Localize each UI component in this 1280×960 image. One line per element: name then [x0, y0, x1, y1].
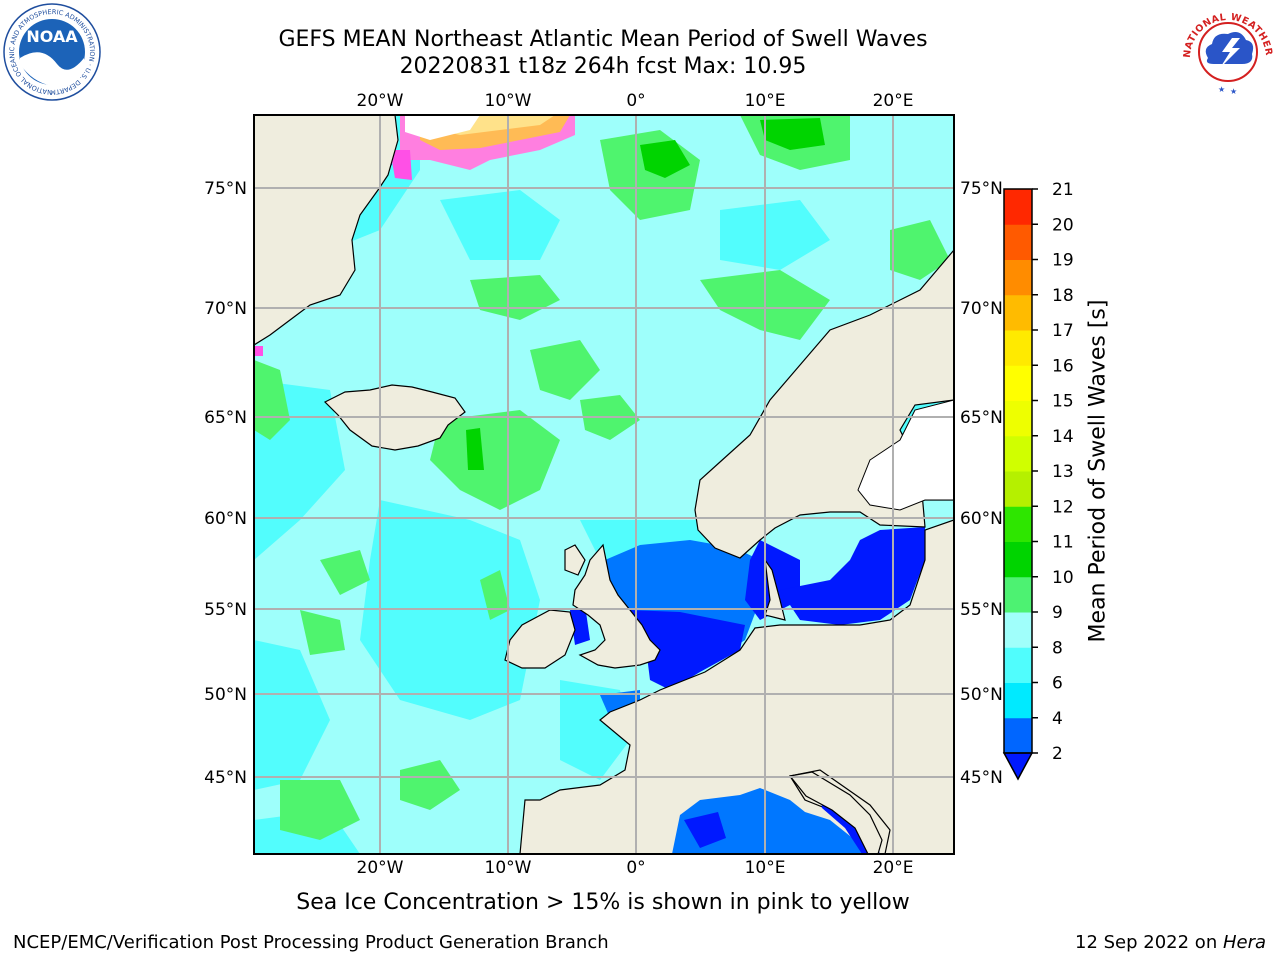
lon-label: 10°W: [485, 858, 532, 878]
lat-label: 60°N: [960, 509, 1003, 529]
colorbar-tick-label: 8: [1052, 638, 1063, 658]
colorbar-tick-label: 19: [1052, 251, 1074, 271]
lat-label: 55°N: [960, 600, 1003, 620]
lon-label: 10°E: [745, 858, 786, 878]
colorbar-segment: [1004, 682, 1032, 719]
colorbar-tick-label: 12: [1052, 497, 1074, 517]
continental-europe: [519, 519, 954, 854]
inland-water: [857, 399, 954, 511]
svg-text:★: ★: [1218, 85, 1225, 94]
colorbar-label: Mean Period of Swell Waves [s]: [1085, 299, 1111, 643]
sea-ice-note: Sea Ice Concentration > 15% is shown in …: [296, 890, 910, 915]
colorbar-segment: [1004, 717, 1032, 754]
lat-label: 60°N: [204, 509, 247, 529]
colorbar-segment: [1004, 471, 1032, 507]
colorbar-segment: [1004, 576, 1032, 613]
graticule: [254, 115, 954, 854]
lat-label: 50°N: [204, 685, 247, 705]
greenland: [254, 115, 399, 346]
lon-labels-top: 20°W 10°W 0° 10°E 20°E: [357, 91, 914, 111]
map-panel: [254, 115, 954, 854]
colorbar-tick-label: 11: [1052, 533, 1074, 553]
lon-label: 10°E: [745, 91, 786, 111]
lat-label: 45°N: [204, 768, 247, 788]
lat-label: 65°N: [204, 408, 247, 428]
colorbar-tick-label: 4: [1052, 709, 1063, 729]
colorbar-tick-label: 13: [1052, 462, 1074, 482]
colorbar-tick-label: 15: [1052, 392, 1074, 412]
swell-dark-green-patches: [466, 118, 825, 470]
lat-label: 65°N: [960, 408, 1003, 428]
svg-text:★: ★: [1230, 87, 1237, 96]
colorbar: [1002, 188, 1034, 781]
colorbar-tick-label: 2: [1052, 744, 1063, 764]
lat-label: 70°N: [204, 299, 247, 319]
lon-label: 0°: [626, 858, 645, 878]
colorbar-segment: [1004, 330, 1032, 366]
colorbar-segment: [1004, 294, 1032, 331]
colorbar-segment: [1004, 259, 1032, 296]
lon-labels-bottom: 20°W 10°W 0° 10°E 20°E: [357, 858, 914, 878]
colorbar-tick-label: 6: [1052, 674, 1063, 694]
colorbar-segment: [1004, 435, 1032, 472]
lon-label: 0°: [626, 91, 645, 111]
lon-label: 20°W: [357, 91, 404, 111]
scotland-north: [564, 544, 586, 576]
colorbar-segment: [1004, 365, 1032, 401]
chart-subtitle-forecast: 20220831 t18z 264h fcst Max: 10.95: [399, 54, 807, 79]
footer-date-text: 12 Sep 2022 on: [1075, 932, 1223, 953]
svg-text:NOAA: NOAA: [26, 27, 78, 46]
map-frame: [253, 114, 955, 855]
colorbar-tick-label: 9: [1052, 603, 1063, 623]
lon-label: 20°W: [357, 858, 404, 878]
colorbar-tick-label: 21: [1052, 180, 1074, 200]
lat-label: 75°N: [960, 179, 1003, 199]
footer-credit: NCEP/EMC/Verification Post Processing Pr…: [13, 932, 609, 953]
noaa-logo: NATIONAL OCEANIC AND ATMOSPHERIC ADMINIS…: [2, 2, 101, 101]
colorbar-tick-label: 18: [1052, 286, 1074, 306]
sea-ice-field: [254, 115, 575, 356]
chart-title: GEFS MEAN Northeast Atlantic Mean Period…: [278, 27, 928, 52]
colorbar-tick-label: 17: [1052, 321, 1074, 341]
nws-logo: NATIONAL WEATHER SERVICE ★ ★: [1178, 2, 1276, 100]
lon-label: 20°E: [873, 91, 914, 111]
lon-label: 20°E: [873, 858, 914, 878]
lat-labels-left: 75°N 70°N 65°N 60°N 55°N 50°N 45°N: [204, 179, 247, 788]
colorbar-tick-label: 14: [1052, 427, 1074, 447]
lat-label: 50°N: [960, 685, 1003, 705]
colorbar-segment: [1004, 541, 1032, 578]
denmark: [764, 559, 786, 621]
lon-label: 10°W: [485, 91, 532, 111]
great-britain: [572, 543, 661, 669]
colorbar-segment: [1004, 612, 1032, 648]
colorbar-segment: [1004, 506, 1032, 542]
footer-host: Hera: [1222, 932, 1266, 953]
lat-labels-right: 75°N 70°N 65°N 60°N 55°N 50°N 45°N: [960, 179, 1003, 788]
colorbar-segment: [1004, 647, 1032, 683]
footer-date: 12 Sep 2022 on Hera: [1075, 932, 1266, 953]
lat-label: 70°N: [960, 299, 1003, 319]
lat-label: 75°N: [204, 179, 247, 199]
colorbar-tick-label: 20: [1052, 215, 1074, 235]
lat-label: 45°N: [960, 768, 1003, 788]
ireland: [504, 609, 576, 669]
colorbar-ticks: 2 4 6 8 9 10 11 12 13 14 15 16 17 18 19 20 21: [1032, 180, 1074, 764]
colorbar-segment: [1004, 400, 1032, 437]
colorbar-segment: [1004, 189, 1032, 225]
lat-label: 55°N: [204, 600, 247, 620]
colorbar-segment: [1004, 224, 1032, 260]
colorbar-tick-label: 16: [1052, 356, 1074, 376]
colorbar-extend-arrow: [1002, 752, 1034, 781]
colorbar-tick-label: 10: [1052, 568, 1074, 588]
